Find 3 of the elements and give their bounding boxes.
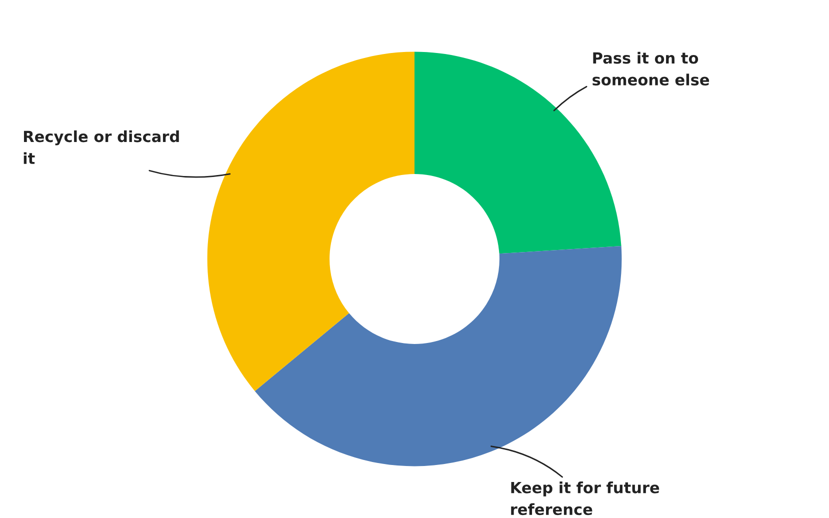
slice-label: Keep it for future reference — [511, 482, 660, 516]
slice-label: Recycle or discard it — [24, 130, 179, 164]
slice-label: Pass it on to someone else — [592, 52, 710, 86]
